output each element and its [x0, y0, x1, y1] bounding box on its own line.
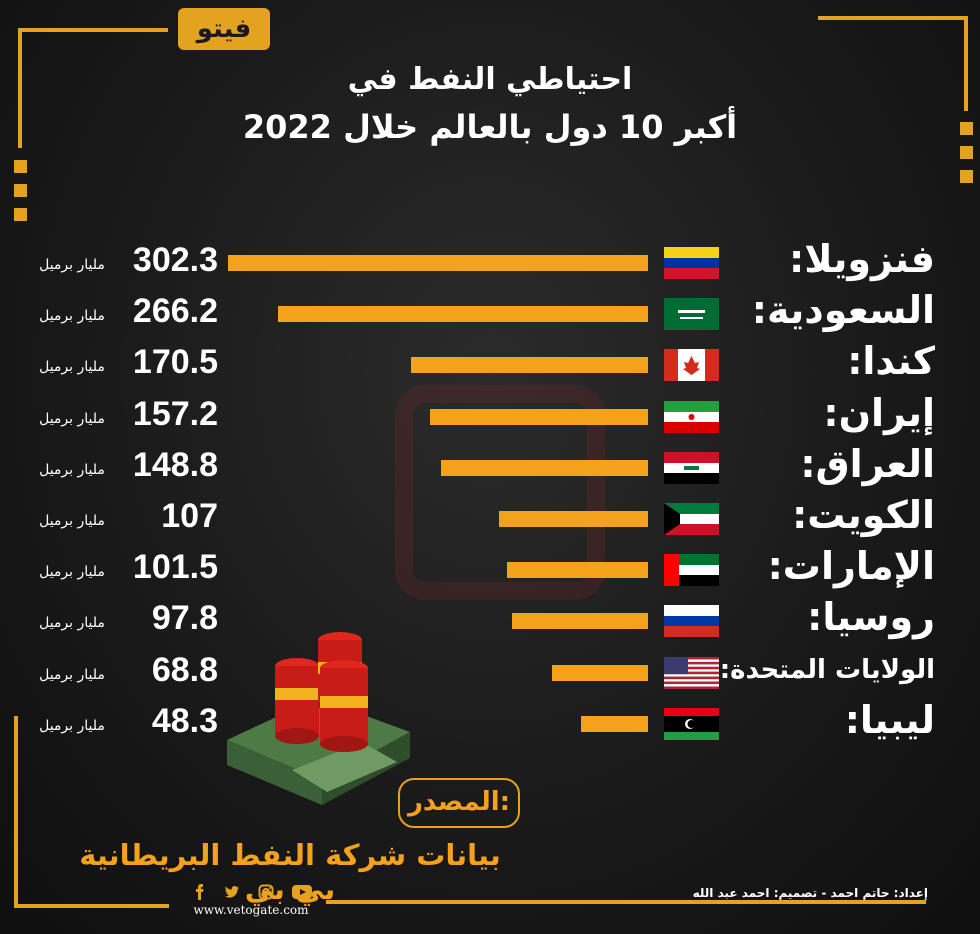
frame-left [18, 28, 22, 148]
frame-square [14, 184, 27, 197]
facebook-icon[interactable] [192, 884, 208, 900]
value-label: 148.8 [132, 445, 218, 484]
value-label: 170.5 [132, 343, 218, 382]
country-label: ليبيا: [844, 697, 935, 742]
bar-saudi-arabia [278, 306, 648, 323]
country-label: إيران: [823, 390, 935, 435]
country-label: الإمارات: [767, 544, 935, 589]
flag-uae-icon [664, 554, 719, 587]
frame-top-right [818, 16, 968, 20]
instagram-icon[interactable] [258, 884, 274, 900]
flag-saudi-arabia-icon [664, 298, 719, 331]
bar-libya [580, 715, 648, 732]
unit-label: مليار برميل [39, 513, 105, 529]
frame-square [960, 146, 973, 159]
brand-logo: فيتو [178, 8, 270, 50]
frame-bottom-right [326, 900, 926, 904]
credits: إعداد: حاتم احمد - تصميم: احمد عبد الله [692, 886, 928, 900]
oil-barrels-illustration [227, 632, 410, 805]
frame-square [14, 208, 27, 221]
watermark-logo [395, 385, 605, 600]
youtube-icon[interactable] [292, 884, 312, 900]
value-label: 266.2 [132, 292, 218, 331]
frame-top-left [18, 28, 168, 32]
bar-russia [512, 613, 648, 630]
flag-usa-icon [664, 656, 719, 689]
country-label: فنزويلا: [789, 237, 935, 281]
flag-canada-icon [664, 349, 719, 382]
flag-iraq-icon [664, 451, 719, 484]
country-label: السعودية: [751, 288, 935, 333]
unit-label: مليار برميل [39, 359, 105, 376]
country-label: العراق: [800, 441, 935, 486]
twitter-icon[interactable] [224, 884, 240, 900]
value-label: 107 [161, 497, 218, 535]
value-label: 68.8 [151, 650, 218, 689]
country-label: الكويت: [792, 493, 935, 537]
bar-kuwait [499, 511, 648, 527]
country-label: الولايات المتحدة: [719, 654, 935, 685]
value-label: 302.3 [132, 241, 218, 279]
value-label: 157.2 [132, 394, 218, 433]
bar-iran [429, 408, 648, 425]
unit-label: مليار برميل [39, 410, 105, 427]
unit-label: مليار برميل [39, 615, 105, 632]
chart-title-line1: احتياطي النفط في [347, 62, 633, 97]
unit-label: مليار برميل [39, 257, 105, 273]
flag-libya-icon [664, 707, 719, 740]
source-value: بيانات شركة النفط البريطانية بي بي [79, 838, 501, 906]
bar-uae [506, 562, 648, 579]
value-label: 97.8 [151, 599, 218, 638]
unit-label: مليار برميل [39, 308, 105, 325]
flag-iran-icon [664, 400, 719, 433]
frame-bottom-left-h [14, 904, 169, 908]
flag-kuwait-icon [664, 503, 719, 535]
flag-venezuela-icon [664, 247, 719, 279]
frame-square [14, 160, 27, 173]
unit-label: مليار برميل [39, 564, 105, 581]
bar-venezuela [228, 255, 648, 271]
bar-iraq [441, 459, 648, 476]
unit-label: مليار برميل [39, 666, 105, 683]
value-label: 101.5 [132, 548, 218, 587]
website-url[interactable]: www.vetogate.com [193, 903, 309, 917]
unit-label: مليار برميل [39, 461, 105, 478]
unit-label: مليار برميل [39, 717, 105, 734]
country-label: روسيا: [807, 595, 935, 640]
chart-title-line2: أكبر 10 دول بالعالم خلال 2022 [242, 108, 738, 146]
frame-square [960, 122, 973, 135]
bar-usa [552, 664, 648, 681]
country-label: كندا: [847, 339, 935, 384]
source-label: المصدر: [398, 778, 520, 828]
frame-right [964, 16, 968, 111]
bar-canada [411, 357, 648, 374]
frame-square [960, 170, 973, 183]
value-label: 48.3 [151, 701, 218, 740]
flag-russia-icon [664, 605, 719, 638]
frame-bottom-left [14, 716, 18, 906]
